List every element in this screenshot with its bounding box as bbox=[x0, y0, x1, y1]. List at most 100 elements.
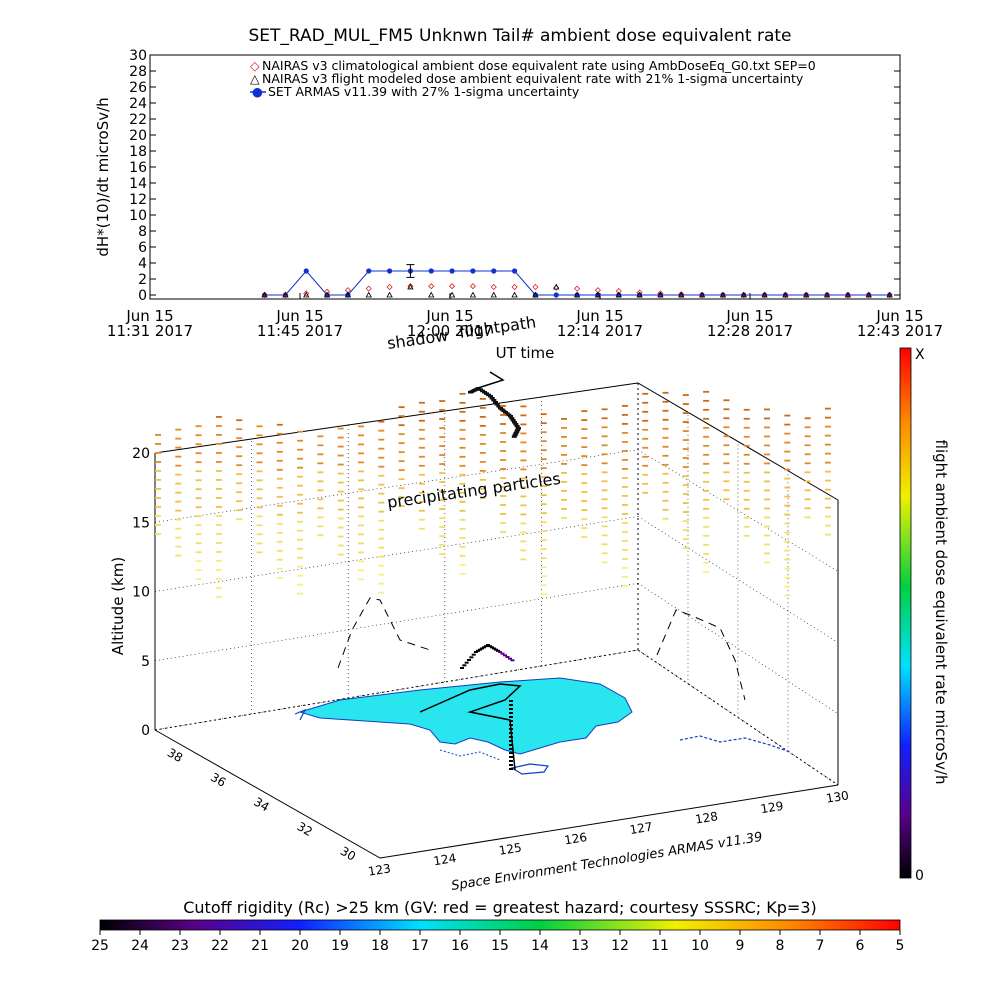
particle-dash bbox=[621, 422, 628, 425]
particle-dash bbox=[703, 453, 710, 456]
nairas-climatological-point bbox=[657, 290, 664, 297]
y-tick-label: 6 bbox=[138, 240, 147, 256]
particle-dash bbox=[236, 509, 243, 512]
particle-dash bbox=[784, 558, 791, 561]
nairas-flight-point bbox=[740, 291, 747, 298]
particle-dash bbox=[621, 476, 628, 479]
particle-dash bbox=[378, 465, 385, 468]
particle-dash bbox=[824, 407, 831, 410]
particle-dash bbox=[561, 444, 567, 447]
armas-point bbox=[324, 292, 330, 298]
particle-dash bbox=[784, 576, 791, 579]
latitude-tick-label: 34 bbox=[251, 795, 271, 815]
x-tick-label-date: Jun 15 bbox=[575, 307, 623, 325]
particle-dash bbox=[764, 480, 770, 483]
particle-dash bbox=[540, 575, 547, 578]
grid-line-alt-left bbox=[154, 649, 639, 731]
particle-dash bbox=[459, 491, 466, 494]
y-tick-label: 22 bbox=[129, 112, 147, 128]
particle-dash bbox=[703, 534, 710, 537]
particle-dash bbox=[784, 522, 791, 525]
particle-dash bbox=[642, 428, 649, 431]
armas-point bbox=[616, 292, 622, 298]
nairas-flight-point bbox=[886, 291, 893, 298]
particle-dash bbox=[784, 450, 791, 453]
particle-dash bbox=[256, 461, 263, 464]
particle-dash bbox=[479, 415, 486, 418]
particle-dash bbox=[764, 561, 770, 564]
particle-dash bbox=[784, 441, 791, 444]
particle-dash bbox=[621, 584, 628, 587]
nairas-climatological-point bbox=[428, 283, 435, 290]
particle-dash bbox=[601, 480, 608, 483]
particle-dash bbox=[378, 483, 385, 486]
particle-dash bbox=[418, 419, 425, 422]
x-tick-label-time: 11:31 2017 bbox=[107, 322, 193, 340]
flight-path bbox=[460, 371, 521, 770]
particle-dash bbox=[540, 539, 547, 542]
colorbar-tick-label: 17 bbox=[411, 938, 429, 954]
particle-dash bbox=[215, 452, 222, 454]
particle-dash bbox=[824, 470, 831, 473]
flight-path-point bbox=[501, 409, 507, 413]
legend-label-nairas-flight: NAIRAS v3 flight modeled dose ambient eq… bbox=[262, 71, 804, 86]
shadow-left-wall bbox=[337, 597, 431, 669]
particle-dash bbox=[601, 534, 608, 537]
particle-dash bbox=[520, 477, 527, 480]
particle-dash bbox=[662, 409, 669, 412]
particle-dash bbox=[500, 459, 507, 461]
particle-dash bbox=[703, 489, 710, 492]
flight-shadow-point bbox=[480, 647, 484, 650]
particle-dash bbox=[479, 460, 486, 463]
nairas-climatological-point bbox=[719, 291, 726, 299]
ground-drop-point bbox=[509, 732, 513, 734]
particle-dash bbox=[723, 435, 730, 438]
nairas-flight-point bbox=[553, 283, 560, 290]
particle-dash bbox=[256, 479, 263, 482]
flight-shadow-point bbox=[484, 645, 488, 648]
particle-dash bbox=[459, 500, 466, 503]
particle-dash bbox=[804, 435, 811, 438]
particle-dash bbox=[479, 442, 486, 445]
particle-dash bbox=[358, 524, 364, 527]
flight-path-point bbox=[514, 425, 520, 428]
particle-dash bbox=[804, 471, 811, 474]
particle-dash bbox=[175, 545, 182, 548]
bottom-colorbar-ticks: 25 24 23 22 21 20 19 18 17 16 15 14 13 12 11 10 9 8 7 6 5 bbox=[91, 930, 904, 954]
nairas-flight-point bbox=[323, 291, 331, 298]
ground-drop-point bbox=[509, 736, 513, 738]
particle-dash bbox=[520, 549, 527, 552]
ground-map bbox=[294, 677, 791, 775]
nairas-flight-point bbox=[261, 291, 268, 298]
annotation-precipitating-particles: precipitating particles bbox=[386, 469, 562, 512]
particle-dash bbox=[175, 518, 182, 521]
particle-dash bbox=[276, 531, 283, 534]
nairas-flight-point bbox=[678, 291, 685, 298]
particle-dash bbox=[297, 484, 304, 487]
particle-dash bbox=[215, 497, 222, 499]
particle-dash bbox=[358, 452, 364, 455]
particle-dash bbox=[398, 460, 405, 463]
nairas-climatological-point bbox=[469, 283, 476, 290]
colorbar-tick-label: 16 bbox=[451, 938, 469, 954]
ground-drop-point bbox=[509, 716, 513, 718]
particle-dash bbox=[581, 491, 588, 494]
particle-dash bbox=[297, 502, 304, 505]
particle-dash bbox=[723, 453, 730, 456]
particle-dash bbox=[378, 546, 385, 549]
particle-dash bbox=[418, 518, 425, 521]
particle-dash bbox=[581, 500, 588, 503]
legend-item-set-armas: ● SET ARMAS v11.39 with 27% 1-sigma unce… bbox=[250, 84, 580, 99]
particle-dash bbox=[297, 493, 304, 496]
particle-dash bbox=[540, 557, 547, 560]
grid-line-alt-right bbox=[637, 516, 839, 643]
flight-path-point bbox=[511, 435, 517, 438]
y-tick-label: 24 bbox=[129, 96, 147, 112]
particle-dash bbox=[500, 441, 507, 443]
particle-dash bbox=[621, 503, 628, 506]
particle-dash bbox=[540, 593, 547, 596]
flight-path-point bbox=[516, 427, 521, 430]
particle-dash bbox=[276, 486, 283, 489]
particle-dash bbox=[682, 493, 689, 495]
particle-dash bbox=[215, 515, 222, 517]
